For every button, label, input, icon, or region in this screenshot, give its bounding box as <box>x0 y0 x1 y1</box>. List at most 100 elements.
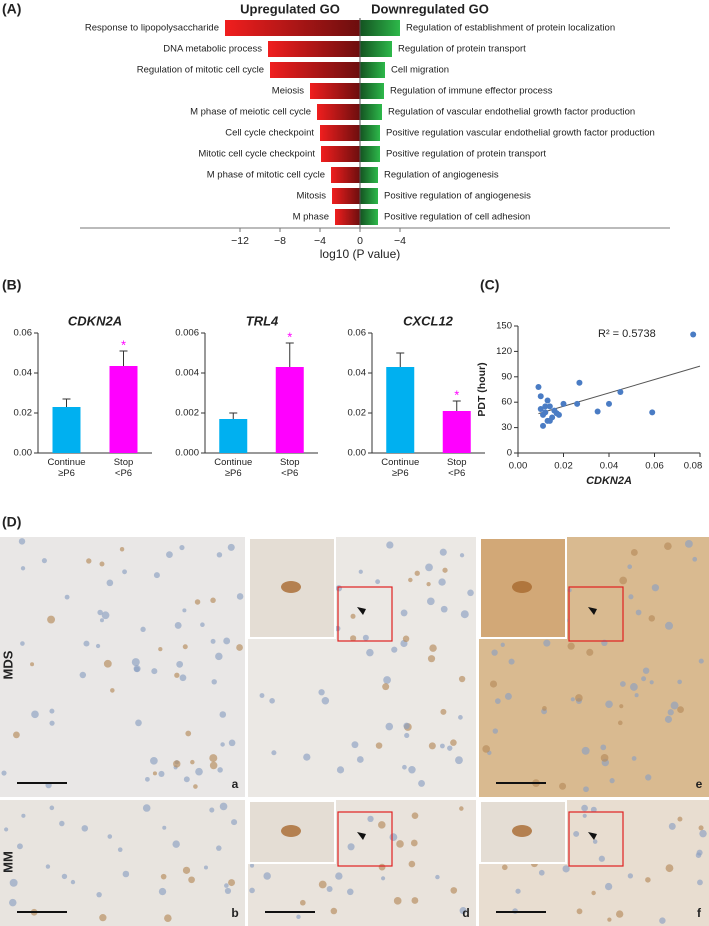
bar <box>321 146 360 162</box>
y-tick-label: 0.00 <box>14 448 33 459</box>
cell-nucleus <box>664 715 673 723</box>
cell-nucleus <box>16 843 23 850</box>
cell-nucleus <box>151 668 158 675</box>
cell-nucleus <box>411 812 419 820</box>
bar <box>310 83 360 99</box>
cell-nucleus <box>219 802 228 811</box>
cell-nucleus <box>166 551 173 558</box>
cell-nucleus <box>383 676 391 684</box>
arrowhead <box>588 607 597 615</box>
cell-nucleus <box>458 675 466 683</box>
panel-letter: e <box>696 777 703 791</box>
cell-nucleus <box>404 732 410 739</box>
cell-nucleus <box>173 760 181 768</box>
x-tick-label: −4 <box>394 235 406 247</box>
category-label: Stop <P6 <box>446 457 467 479</box>
category-label: Cell migration <box>391 65 449 76</box>
category-label: M phase of mitotic cell cycle <box>207 170 325 181</box>
cell-nucleus <box>318 689 325 696</box>
panel-letter: b <box>231 906 238 920</box>
category-label: Cell cycle checkpoint <box>225 128 314 139</box>
category-label: Meiosis <box>272 86 304 97</box>
cell-nucleus <box>122 569 127 575</box>
cell-nucleus <box>375 742 383 749</box>
cell-nucleus <box>429 644 437 652</box>
cell-nucleus <box>259 693 265 698</box>
cell-nucleus <box>389 833 398 842</box>
cell-nucleus <box>296 914 301 920</box>
bar <box>332 188 360 204</box>
significance-mark: * <box>287 329 292 344</box>
cell-nucleus <box>158 887 167 896</box>
cell-nucleus <box>699 829 707 838</box>
y-axis-title: PDT (hour) <box>476 362 488 416</box>
chart-title: CXCL12 <box>403 313 454 328</box>
cell-nucleus <box>107 834 113 839</box>
cell-nucleus <box>418 780 425 787</box>
point <box>546 403 553 410</box>
bar <box>360 83 384 99</box>
stained-cell <box>512 581 532 593</box>
cell-nucleus <box>70 879 76 885</box>
cell-nucleus <box>408 766 416 774</box>
y-tick-label: 0.02 <box>14 408 33 419</box>
cell-nucleus <box>188 876 195 884</box>
cell-nucleus <box>440 605 448 613</box>
point <box>560 400 567 407</box>
cell-nucleus <box>4 827 9 832</box>
cell-nucleus <box>185 730 192 737</box>
category-label: Regulation of vascular endothelial growt… <box>388 107 635 118</box>
cell-nucleus <box>162 825 167 830</box>
cell-nucleus <box>219 711 227 718</box>
cell-nucleus <box>581 804 588 812</box>
category-label: Mitosis <box>296 191 326 202</box>
bar <box>360 104 382 120</box>
cell-nucleus <box>664 542 672 550</box>
point <box>537 393 544 400</box>
cell-nucleus <box>403 722 410 730</box>
y-tick-label: 0.04 <box>348 368 367 379</box>
cell-nucleus <box>210 638 216 644</box>
cell-nucleus <box>18 538 26 545</box>
cell-nucleus <box>183 776 190 783</box>
bar <box>109 366 138 453</box>
cell-nucleus <box>110 688 115 693</box>
cell-nucleus <box>336 766 345 774</box>
cell-nucleus <box>140 626 146 633</box>
cell-nucleus <box>583 786 589 793</box>
cell-nucleus <box>582 813 587 818</box>
significance-mark: * <box>121 337 126 352</box>
cell-nucleus <box>455 756 463 765</box>
cell-nucleus <box>435 874 440 880</box>
cell-nucleus <box>627 873 634 879</box>
chart-title: CDKN2A <box>68 313 122 328</box>
point <box>540 411 547 418</box>
panel-label: (B) <box>2 277 21 293</box>
row-label: MDS <box>0 650 15 679</box>
cell-nucleus <box>427 597 435 606</box>
cell-nucleus <box>220 742 225 747</box>
cell-nucleus <box>83 640 90 647</box>
cell-nucleus <box>211 679 217 685</box>
series-header: Upregulated GO <box>240 1 340 16</box>
x-tick-label: −12 <box>231 235 249 247</box>
cell-nucleus <box>562 865 570 873</box>
cell-nucleus <box>381 876 386 881</box>
error-bar <box>229 412 238 419</box>
zoom-box <box>337 811 393 867</box>
x-tick-label: 0.02 <box>554 461 573 472</box>
cell-nucleus <box>450 739 457 746</box>
cell-nucleus <box>695 852 702 858</box>
cell-nucleus <box>651 584 660 592</box>
panel-letter: f <box>697 906 702 920</box>
y-tick-label: 120 <box>496 346 512 357</box>
cell-nucleus <box>385 722 394 731</box>
x-tick-label: 0.08 <box>684 461 703 472</box>
cell-nucleus <box>101 611 110 620</box>
cell-nucleus <box>335 585 343 592</box>
cell-nucleus <box>195 767 203 776</box>
cell-nucleus <box>215 652 223 661</box>
panel-letter: a <box>232 777 239 791</box>
cell-nucleus <box>203 865 208 870</box>
error-bar <box>396 352 405 367</box>
